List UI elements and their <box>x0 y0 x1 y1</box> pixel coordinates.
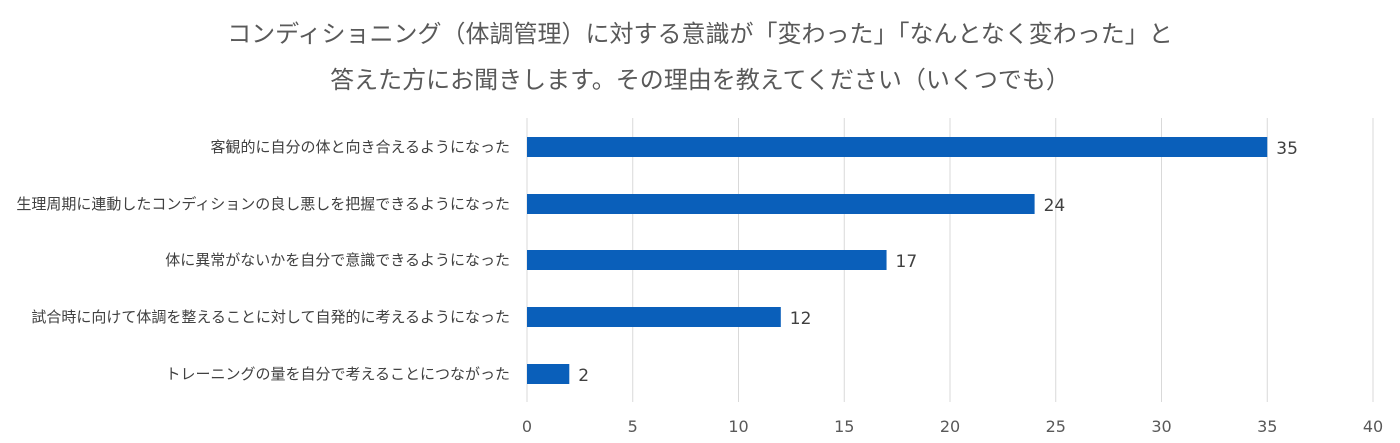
chart-title-line-1: コンディショニング（体調管理）に対する意識が「変わった」「なんとなく変わった」と <box>227 20 1173 48</box>
category-label: 生理周期に連動したコンディションの良し悪しを把握できるようになった <box>16 195 510 213</box>
x-tick-label: 10 <box>728 417 748 436</box>
category-label: トレーニングの量を自分で考えることにつながった <box>165 365 510 383</box>
data-label: 12 <box>790 309 812 329</box>
data-label: 24 <box>1044 196 1066 216</box>
category-label: 試合時に向けて体調を整えることに対して自発的に考えるようになった <box>31 308 510 326</box>
x-tick-label: 35 <box>1257 417 1277 436</box>
bar <box>527 137 1268 157</box>
chart-title-line-2: 答えた方にお聞きします。その理由を教えてください（いくつでも） <box>330 66 1070 94</box>
category-label: 体に異常がないかを自分で意識できるようになった <box>165 251 510 269</box>
bar <box>527 194 1035 214</box>
x-tick-label: 5 <box>628 417 638 436</box>
data-label: 2 <box>578 366 589 386</box>
category-label: 客観的に自分の体と向き合えるようになった <box>210 138 510 156</box>
x-tick-label: 40 <box>1363 417 1383 436</box>
x-tick-label: 30 <box>1151 417 1171 436</box>
data-label: 17 <box>896 252 918 272</box>
x-tick-label: 15 <box>834 417 854 436</box>
x-tick-label: 0 <box>522 417 532 436</box>
x-tick-label: 20 <box>940 417 960 436</box>
bar <box>527 307 781 327</box>
data-label: 35 <box>1276 139 1298 159</box>
x-tick-label: 25 <box>1046 417 1066 436</box>
bar <box>527 364 570 384</box>
bar <box>527 250 887 270</box>
